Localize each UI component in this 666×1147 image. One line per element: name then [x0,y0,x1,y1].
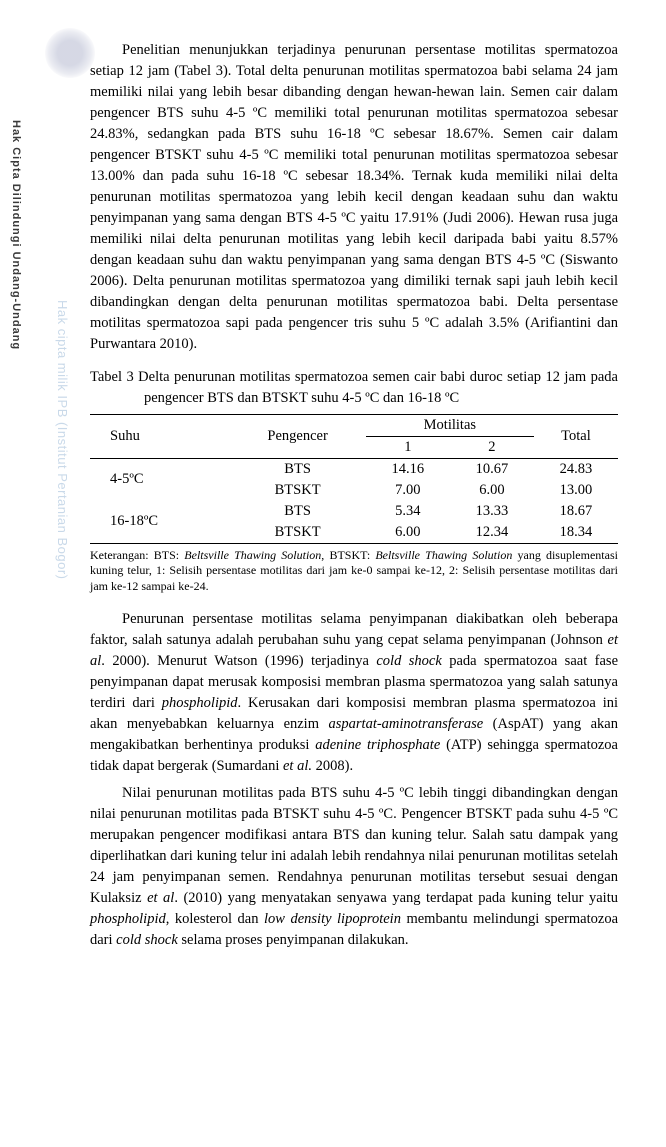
table-cell: 10.67 [450,458,534,480]
text-run: 2008). [312,758,353,774]
table-3-caption: Tabel 3 Delta penurunan motilitas sperma… [90,367,618,408]
col-head-pengencer: Pengencer [229,414,365,458]
col-head-suhu: Suhu [90,414,229,458]
table-cell: 13.00 [534,480,618,501]
text-run: , kolesterol dan [166,911,264,927]
text-run: Penurunan persentase motilitas selama pe… [90,611,618,648]
italic-run: et al [147,890,174,906]
table-cell: 24.83 [534,458,618,480]
table-cell: 18.67 [534,501,618,522]
table-cell: 13.33 [450,501,534,522]
table-cell: BTS [229,458,365,480]
table-cell: 14.16 [366,458,450,480]
paragraph-2: Penurunan persentase motilitas selama pe… [90,609,618,777]
paragraph-3: Nilai penurunan motilitas pada BTS suhu … [90,783,618,951]
text-run: . (2010) yang menyatakan senyawa yang te… [174,890,618,906]
italic-run: phospholipid [162,695,238,711]
table-cell: 4-5ºC [90,458,229,501]
note-text: Keterangan: BTS: [90,548,184,562]
italic-run: aspartat-aminotransferase [329,716,484,732]
table-3-note: Keterangan: BTS: Beltsville Thawing Solu… [90,548,618,595]
col-head-motilitas: Motilitas [366,414,534,436]
italic-run: cold shock [376,653,441,669]
col-head-m1: 1 [366,436,450,458]
table-cell: 5.34 [366,501,450,522]
text-run: . 2000). Menurut Watson (1996) terjadiny… [101,653,376,669]
col-head-total: Total [534,414,618,458]
italic-run: et al. [283,758,312,774]
italic-run: phospholipid [90,911,166,927]
page-content: Penelitian menunjukkan terjadinya penuru… [0,0,666,997]
table-cell: 7.00 [366,480,450,501]
table-cell: BTSKT [229,522,365,544]
table-3: Suhu Pengencer Motilitas Total 1 2 4-5ºC… [90,414,618,544]
note-italic: Beltsville Thawing Solution [184,548,321,562]
italic-run: adenine triphosphate [315,737,440,753]
table-cell: 6.00 [450,480,534,501]
table-cell: 18.34 [534,522,618,544]
table-cell: 12.34 [450,522,534,544]
note-text: , BTSKT: [321,548,375,562]
text-run: selama proses penyimpanan dilakukan. [178,932,409,948]
note-italic: Beltsville Thawing Solution [375,548,512,562]
text-run: Nilai penurunan motilitas pada BTS suhu … [90,785,618,906]
table-cell: BTS [229,501,365,522]
table-cell: 16-18ºC [90,501,229,544]
table-cell: 6.00 [366,522,450,544]
col-head-m2: 2 [450,436,534,458]
italic-run: low density lipoprotein [264,911,401,927]
italic-run: cold shock [116,932,178,948]
table-cell: BTSKT [229,480,365,501]
paragraph-1: Penelitian menunjukkan terjadinya penuru… [90,40,618,355]
